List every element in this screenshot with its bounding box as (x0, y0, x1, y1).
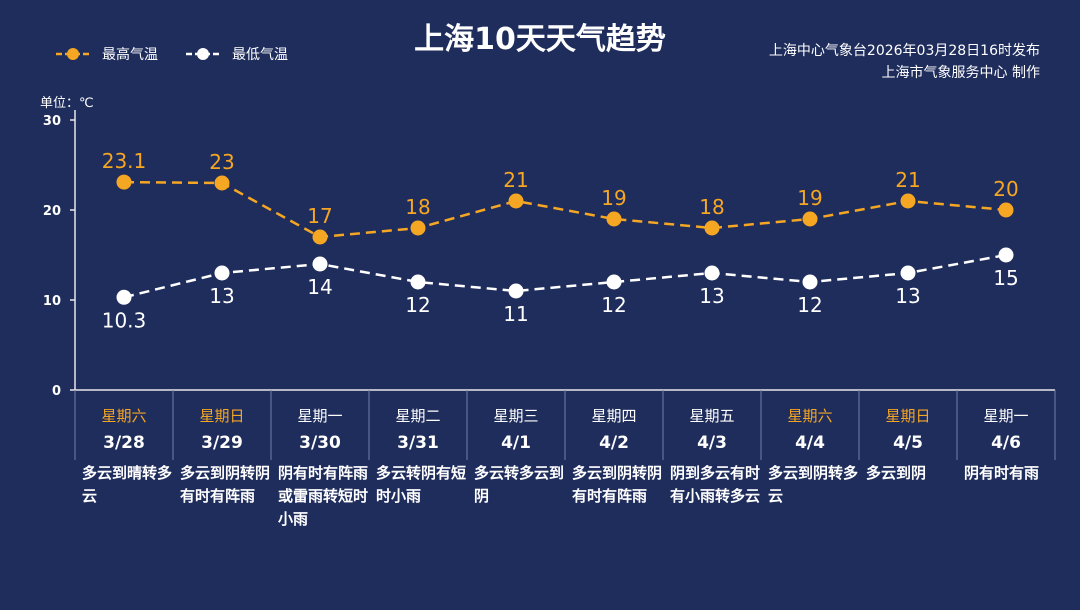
legend-low-label: 最低气温 (232, 47, 288, 63)
low-temp-point (704, 265, 720, 281)
legend-high-label: 最高气温 (102, 47, 158, 63)
low-temp-label: 13 (209, 284, 234, 308)
weekday-label: 星期一 (983, 407, 1029, 425)
weather-description: 多云到阴转阴有时有阵雨 (572, 464, 663, 505)
weekday-label: 星期四 (591, 407, 637, 425)
high-temp-label: 18 (699, 195, 724, 219)
weather-description: 多云转多云到阴 (474, 464, 565, 505)
low-temp-point (508, 283, 524, 299)
high-temp-label: 19 (797, 186, 822, 210)
high-temp-label: 23 (209, 150, 234, 174)
weekday-label: 星期六 (787, 407, 833, 425)
high-temp-label: 18 (405, 195, 430, 219)
high-temp-label: 20 (993, 177, 1018, 201)
high-temp-label: 19 (601, 186, 626, 210)
date-label: 3/29 (201, 433, 243, 453)
high-temp-label: 21 (895, 168, 920, 192)
source-line-1: 上海中心气象台2026年03月28日16时发布 (768, 43, 1040, 59)
source-line-2: 上海市气象服务中心 制作 (881, 65, 1040, 81)
weather-description: 多云到阴转阴有时有阵雨 (180, 464, 271, 505)
low-temp-point (998, 247, 1014, 263)
low-temp-point (410, 274, 426, 290)
low-temp-line (123, 253, 1007, 299)
high-temp-label: 21 (503, 168, 528, 192)
date-label: 3/31 (397, 433, 439, 453)
weather-description: 多云到晴转多云 (82, 464, 173, 505)
high-temp-point (606, 211, 622, 227)
high-temp-line (123, 180, 1007, 239)
legend-low-marker (186, 48, 220, 60)
weekday-label: 星期二 (395, 407, 441, 425)
high-temp-point (704, 220, 720, 236)
low-temp-label: 11 (503, 302, 528, 326)
date-label: 3/28 (103, 433, 145, 453)
y-tick-label: 20 (43, 204, 61, 219)
y-tick-label: 10 (43, 294, 61, 309)
high-temp-point (410, 220, 426, 236)
legend-item-high: 最高气温 (54, 44, 158, 64)
weekday-label: 星期五 (689, 407, 735, 425)
low-temp-label: 12 (601, 293, 626, 317)
date-label: 4/2 (599, 433, 629, 453)
high-temp-label: 17 (307, 204, 332, 228)
high-temp-point (900, 193, 916, 209)
high-temp-point (998, 202, 1014, 218)
legend-item-low: 最低气温 (184, 44, 288, 64)
y-tick-label: 0 (52, 384, 61, 399)
low-temp-label: 12 (797, 293, 822, 317)
weekday-label: 星期三 (493, 407, 539, 425)
y-tick-label: 30 (43, 114, 61, 129)
low-temp-label: 14 (307, 275, 332, 299)
high-temp-point (508, 193, 524, 209)
low-temp-label: 13 (699, 284, 724, 308)
legend: 最高气温 最低气温 (54, 44, 314, 64)
weekday-label: 星期日 (199, 407, 245, 425)
weather-description: 多云到阴转多云 (768, 464, 859, 505)
weather-description: 多云到阴 (866, 464, 927, 482)
low-temp-point (606, 274, 622, 290)
weather-description: 阴有时有雨 (964, 464, 1040, 482)
legend-high-marker (56, 48, 90, 60)
page-title: 上海10天天气趋势 (414, 22, 666, 57)
low-temp-point (214, 265, 230, 281)
low-temp-label: 10.3 (102, 308, 147, 332)
unit-label: 单位：℃ (40, 96, 94, 111)
low-temp-point (116, 289, 132, 305)
date-label: 4/6 (991, 433, 1021, 453)
high-temp-point (214, 175, 230, 191)
weekday-label: 星期六 (101, 407, 147, 425)
weather-description: 阴到多云有时有小雨转多云 (670, 464, 761, 505)
low-temp-point (312, 256, 328, 272)
high-temp-label: 23.1 (102, 149, 147, 173)
date-label: 4/3 (697, 433, 727, 453)
low-temp-point (900, 265, 916, 281)
date-label: 4/5 (893, 433, 923, 453)
weekday-label: 星期一 (297, 407, 343, 425)
high-temp-point (312, 229, 328, 245)
weather-description: 阴有时有阵雨或雷雨转短时小雨 (278, 464, 369, 528)
source-info: 上海中心气象台2026年03月28日16时发布 上海市气象服务中心 制作 (769, 40, 1040, 84)
high-temp-point (116, 174, 132, 190)
weekday-label: 星期日 (885, 407, 931, 425)
weather-description: 多云转阴有短时小雨 (376, 464, 467, 505)
date-label: 4/4 (795, 433, 825, 453)
date-label: 3/30 (299, 433, 341, 453)
low-temp-point (802, 274, 818, 290)
date-label: 4/1 (501, 433, 531, 453)
low-temp-label: 12 (405, 293, 430, 317)
low-temp-label: 13 (895, 284, 920, 308)
low-temp-label: 15 (993, 266, 1018, 290)
high-temp-point (802, 211, 818, 227)
